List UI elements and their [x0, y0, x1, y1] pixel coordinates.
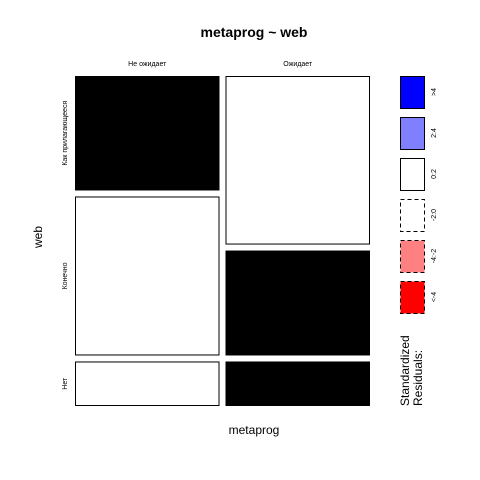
y-axis-label: web	[31, 226, 45, 249]
tile-не-ожидает-нет	[75, 361, 220, 407]
legend-label: <-4	[431, 292, 438, 302]
row-label: Как прилагающееся	[62, 101, 69, 166]
tile-не-ожидает-как-прилагающееся	[75, 76, 220, 191]
legend-label: -4:-2	[431, 249, 438, 264]
legend: >4 2:4 0:2 -2:0 -4:-2 <-4 Standardized Residual…	[398, 76, 438, 406]
column-label: Не ожидает	[128, 61, 167, 68]
legend-swatch	[400, 158, 425, 191]
tile-не-ожидает-конечно	[75, 196, 220, 356]
tile-ожидает-конечно	[225, 250, 370, 356]
legend-swatch	[400, 281, 425, 314]
legend-label: 2:4	[431, 128, 438, 138]
column-labels: Не ожидает Ожидает	[128, 61, 313, 68]
row-label: Нет	[62, 377, 69, 390]
legend-label: >4	[431, 88, 438, 96]
legend-label: -2:0	[431, 209, 438, 221]
legend-swatch	[400, 76, 425, 109]
column-label: Ожидает	[283, 61, 313, 68]
tile-ожидает-как-прилагающееся	[225, 76, 370, 245]
row-labels: Как прилагающееся Конечно Нет	[62, 101, 69, 390]
legend-swatch	[400, 199, 425, 232]
legend-swatch	[400, 240, 425, 273]
mosaic-tiles	[75, 76, 370, 407]
legend-title: Standardized	[398, 335, 412, 406]
legend-label: 0:2	[431, 169, 438, 179]
tile-ожидает-нет	[225, 361, 370, 407]
legend-title: Residuals:	[411, 350, 425, 406]
x-axis-label: metaprog	[229, 423, 280, 437]
legend-swatch	[400, 117, 425, 150]
row-label: Конечно	[62, 262, 69, 289]
chart-title: metaprog ~ web	[201, 24, 308, 40]
